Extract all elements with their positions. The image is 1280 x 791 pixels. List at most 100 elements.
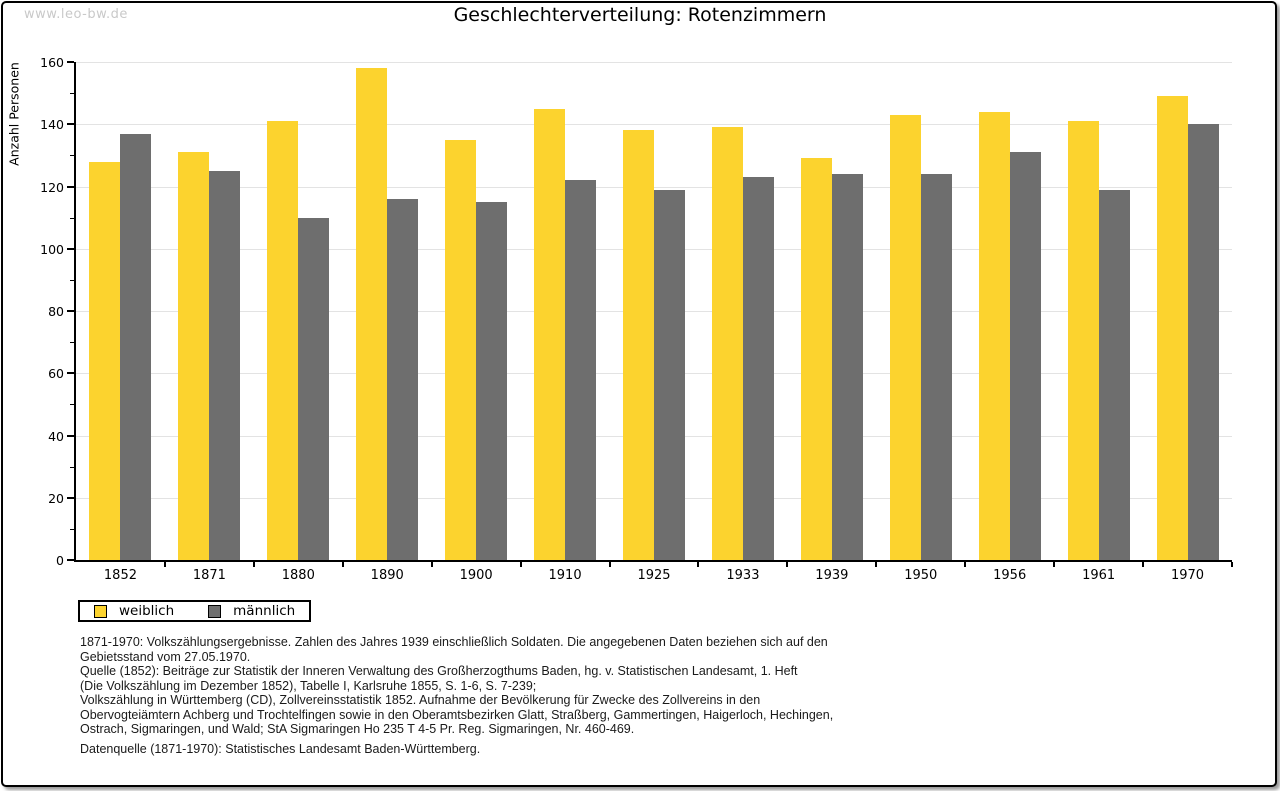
bar-männlich-1910 — [565, 180, 597, 560]
maennlich-swatch — [208, 604, 222, 618]
x-tick — [1053, 562, 1056, 567]
legend: weiblich männlich — [78, 600, 312, 622]
legend-label-weiblich: weiblich — [119, 603, 175, 619]
y-minor-tick-70 — [70, 342, 74, 344]
y-tick-120 — [67, 185, 74, 188]
bar-weiblich-1910 — [534, 108, 566, 560]
x-label-1939: 1939 — [815, 568, 849, 583]
bar-männlich-1880 — [298, 217, 330, 560]
x-tick — [519, 562, 522, 567]
bar-männlich-1925 — [654, 189, 685, 560]
x-tick — [786, 562, 789, 567]
footnote-line: (Die Volkszählung im Dezember 1852), Tab… — [80, 678, 537, 693]
x-label-1961: 1961 — [1082, 568, 1116, 583]
y-minor-tick-10 — [70, 528, 74, 530]
bar-männlich-1961 — [1098, 189, 1130, 560]
y-minor-tick-50 — [70, 404, 74, 406]
x-tick — [430, 562, 433, 567]
watermark: www.leo-bw.de — [24, 7, 128, 22]
bar-männlich-1890 — [387, 198, 419, 560]
x-label-1852: 1852 — [103, 568, 137, 583]
y-tick-20 — [67, 496, 74, 499]
x-tick — [697, 562, 700, 567]
y-tick-60 — [67, 372, 74, 375]
bar-weiblich-1880 — [267, 121, 299, 560]
x-tick — [608, 562, 611, 567]
y-label-40: 40 — [48, 428, 64, 444]
gridline-140 — [76, 124, 1232, 126]
bar-weiblich-1956 — [978, 111, 1010, 560]
footnote-line: Volkszählung in Württemberg (CD), Zollve… — [80, 693, 761, 707]
bar-weiblich-1970 — [1156, 96, 1188, 560]
bar-männlich-1852 — [120, 133, 152, 560]
y-minor-tick-30 — [70, 466, 74, 468]
plot-area: 1852 1871 1880 1890 1900 1910 1925 1933 1939 1950… — [40, 55, 1233, 583]
x-tick — [252, 562, 255, 567]
y-minor-tick-150 — [70, 93, 74, 95]
bar-männlich-1956 — [1009, 152, 1041, 560]
bar-weiblich-1852 — [89, 161, 121, 560]
bar-männlich-1900 — [476, 202, 508, 560]
bar-weiblich-1961 — [1067, 121, 1099, 560]
y-label-60: 60 — [48, 366, 64, 382]
bar-weiblich-1900 — [445, 139, 477, 560]
x-tick — [163, 562, 166, 567]
y-tick-40 — [67, 434, 74, 437]
y-axis-label: Anzahl Personen — [6, 62, 22, 166]
x-label-1925: 1925 — [637, 568, 671, 583]
y-label-100: 100 — [40, 241, 64, 257]
bar-weiblich-1939 — [800, 158, 832, 560]
bar-männlich-1933 — [742, 177, 774, 560]
bar-männlich-1939 — [831, 174, 863, 560]
datasource-note: Datenquelle (1871-1970): Statistisches L… — [80, 742, 481, 756]
x-tick — [341, 562, 344, 567]
x-label-1890: 1890 — [370, 568, 404, 583]
weiblich-swatch — [94, 604, 107, 618]
y-tick-160 — [67, 61, 74, 63]
footnote-line: 1871-1970: Volkszählungsergebnisse. Zahl… — [80, 635, 828, 649]
chart-title: Geschlechterverteilung: Rotenzimmern — [453, 4, 827, 26]
footnote-line: Ostrach, Sigmaringen, und Wald; StA Sigm… — [80, 722, 635, 736]
y-label-160: 160 — [40, 55, 64, 70]
y-label-0: 0 — [56, 553, 64, 568]
y-tick-140 — [67, 123, 74, 126]
bar-männlich-1871 — [209, 170, 241, 560]
x-tick — [1231, 562, 1233, 567]
x-label-1910: 1910 — [548, 568, 582, 583]
y-tick-0 — [67, 559, 74, 561]
x-label-1900: 1900 — [459, 568, 493, 583]
x-label-1933: 1933 — [726, 568, 760, 583]
footnote-line: Gebietsstand vom 27.05.1970. — [80, 649, 251, 664]
y-label-140: 140 — [40, 117, 64, 133]
y-label-20: 20 — [48, 490, 64, 506]
x-label-1956: 1956 — [993, 568, 1027, 583]
x-tick — [1142, 562, 1145, 567]
bar-männlich-1950 — [920, 174, 952, 560]
gridline-160 — [76, 62, 1232, 63]
x-label-1871: 1871 — [192, 568, 226, 583]
y-minor-tick-130 — [70, 155, 74, 157]
y-tick-100 — [67, 247, 74, 250]
legend-item-weiblich: weiblich — [94, 603, 174, 619]
bar-weiblich-1871 — [178, 152, 210, 560]
bar-weiblich-1950 — [889, 114, 921, 560]
gridline-120 — [76, 186, 1232, 188]
legend-label-maennlich: männlich — [233, 603, 296, 619]
bar-weiblich-1925 — [623, 130, 654, 560]
x-tick — [875, 562, 878, 567]
y-tick-80 — [67, 310, 74, 312]
bar-männlich-1970 — [1187, 124, 1219, 560]
y-minor-tick-90 — [70, 279, 74, 281]
x-label-1950: 1950 — [904, 568, 938, 583]
footnotes: 1871-1970: Volkszählungsergebnisse. Zahl… — [80, 635, 1180, 737]
y-label-120: 120 — [40, 179, 64, 195]
x-label-1880: 1880 — [281, 568, 315, 583]
y-label-80: 80 — [48, 304, 64, 319]
footnote-line: Obervogteiämtern Achberg und Trochtelfin… — [80, 707, 834, 722]
bar-weiblich-1890 — [356, 68, 388, 560]
bar-weiblich-1933 — [711, 127, 743, 560]
x-tick — [964, 562, 967, 567]
footnote-line: Quelle (1852): Beiträge zur Statistik de… — [80, 664, 798, 678]
y-minor-tick-110 — [70, 217, 74, 219]
